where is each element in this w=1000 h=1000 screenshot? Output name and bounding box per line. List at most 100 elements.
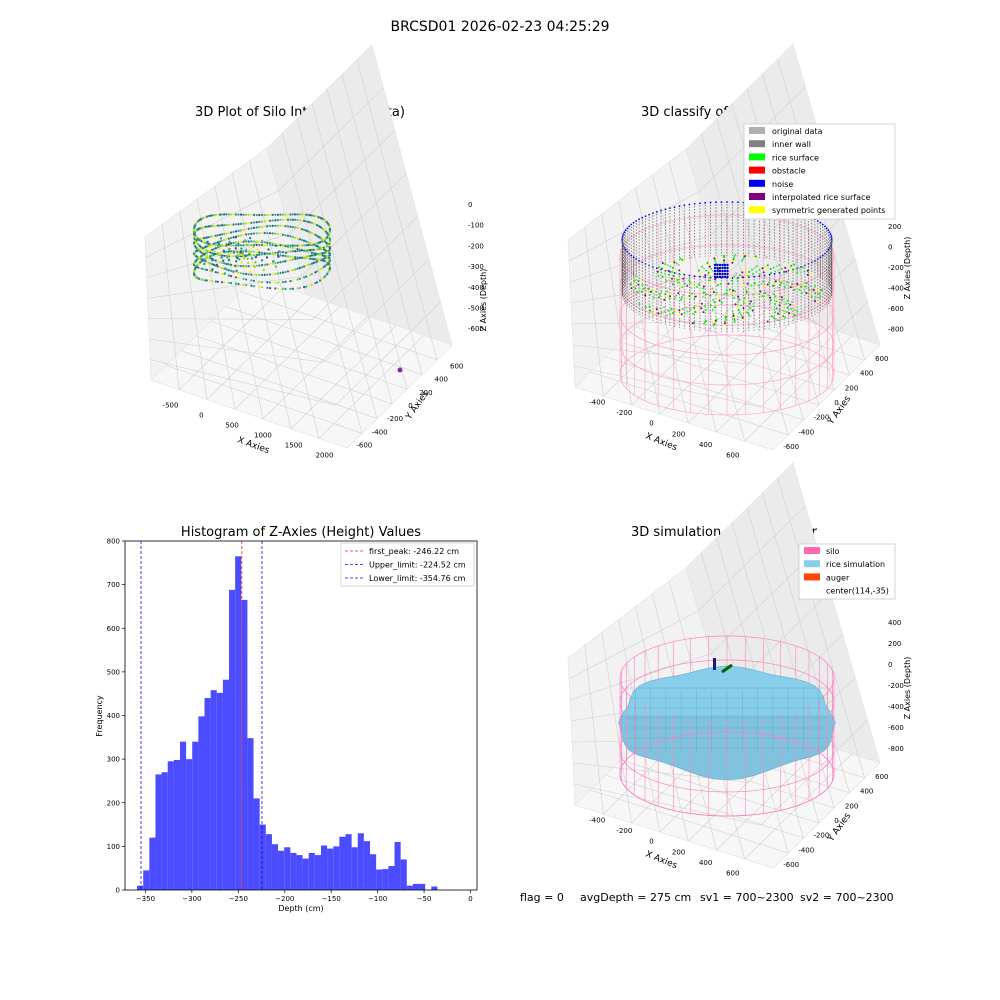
raw-plot-point: [223, 238, 226, 242]
classify-plot-surface-point: [740, 315, 743, 318]
classify-plot-noise-point: [778, 272, 781, 274]
classify-plot-noise-point: [827, 248, 830, 251]
classify-plot-noise-point: [630, 223, 633, 226]
raw-plot-point: [310, 257, 313, 260]
raw-plot-point: [197, 277, 200, 280]
classify-plot-noise-point: [824, 225, 826, 228]
raw-plot-point: [239, 213, 243, 216]
raw-plot-point: [250, 284, 253, 287]
raw-plot-point: [263, 213, 266, 217]
raw-plot-point: [250, 244, 253, 247]
raw-plot-point: [247, 222, 250, 225]
raw-plot-point: [212, 263, 215, 266]
raw-plot-point: [296, 256, 299, 259]
raw-plot-point: [266, 213, 269, 217]
raw-plot-point: [279, 243, 282, 247]
raw-plot-point: [286, 213, 290, 216]
simulation-plot-x-tick: -400: [589, 817, 605, 825]
classify-plot-grid-line: [603, 290, 711, 397]
raw-plot-point: [230, 223, 233, 226]
classify-plot-z-ticks: 200 0 -200 -400 -600 -800: [888, 223, 904, 334]
classify-plot-x-tick: 0: [649, 420, 653, 428]
raw-plot-point: [252, 254, 256, 257]
raw-plot-point: [200, 256, 203, 260]
classify-plot-surface-point: [671, 283, 674, 286]
classify-plot-surface-point: [723, 293, 726, 296]
classify-plot-legend-swatch: [749, 166, 765, 174]
raw-plot-point: [274, 224, 277, 227]
classify-plot-legend-swatch: [749, 127, 765, 134]
histogram-y-tick-label: 400: [107, 712, 120, 720]
classify-plot-noise-point: [726, 201, 728, 203]
classify-plot-surface-point: [680, 298, 683, 301]
raw-plot-point: [271, 253, 274, 256]
simulation-plot-grid-line: [716, 744, 824, 851]
histogram-y-tick-label: 500: [107, 668, 120, 676]
raw-plot-point: [328, 253, 331, 256]
classify-plot-surface-point: [809, 292, 812, 295]
classify-plot-surface-point: [789, 303, 792, 306]
classify-plot-surface-point: [779, 308, 782, 311]
raw-plot-point: [247, 213, 250, 216]
raw-plot-outlier-point: [397, 367, 403, 373]
classify-plot-surface-point: [806, 269, 809, 272]
raw-plot-point: [242, 222, 245, 225]
raw-plot-point: [268, 224, 272, 228]
raw-plot-point: [310, 254, 313, 257]
classify-plot-z-tick: -400: [888, 285, 904, 293]
raw-plot-point: [298, 286, 301, 290]
classify-plot-surface-point: [708, 277, 711, 279]
histogram-bar: [173, 760, 180, 890]
classify-plot-surface-point: [733, 296, 736, 299]
classify-plot-noise-point: [721, 272, 724, 276]
classify-plot-noise-point: [693, 275, 696, 277]
raw-plot-point: [255, 232, 258, 235]
histogram-bar: [357, 833, 364, 890]
classify-plot-surface-point: [743, 256, 745, 259]
raw-plot-point: [312, 222, 315, 225]
histogram-bar: [179, 741, 187, 890]
raw-plot-point: [216, 265, 219, 268]
classify-plot-surface-point: [693, 297, 696, 300]
raw-plot-point: [252, 226, 256, 229]
raw-plot-point: [243, 266, 246, 269]
histogram-y-label: Frequency: [95, 695, 104, 737]
raw-plot-point: [271, 213, 274, 216]
raw-plot-point: [312, 243, 315, 246]
raw-plot-point: [209, 214, 212, 217]
raw-plot-point: [281, 254, 285, 257]
raw-plot-point: [276, 232, 279, 236]
classify-plot-surface-point: [713, 306, 716, 309]
raw-plot-point: [211, 259, 214, 262]
classify-plot-noise-point: [726, 275, 729, 279]
classify-plot-surface-point: [724, 320, 727, 323]
classify-plot-noise-point: [713, 275, 717, 279]
raw-plot-point: [289, 213, 292, 216]
raw-plot-point: [230, 213, 233, 216]
raw-plot-point: [232, 230, 235, 233]
classify-plot-surface-point: [770, 315, 773, 318]
raw-plot-point: [305, 255, 308, 258]
classify-plot-surface-point: [731, 310, 734, 313]
raw-plot-point: [220, 213, 224, 216]
classify-plot-surface-point: [715, 303, 718, 306]
raw-plot-point: [258, 232, 261, 235]
raw-plot-point: [286, 250, 290, 253]
classify-plot-surface-point: [817, 300, 820, 303]
classify-plot-surface-point: [655, 290, 657, 293]
raw-plot-point: [284, 234, 287, 237]
raw-plot-point: [276, 224, 279, 227]
raw-plot-point: [223, 224, 226, 227]
raw-plot-point: [305, 250, 308, 253]
classify-plot-surface-point: [752, 305, 755, 308]
raw-plot-point: [230, 269, 233, 272]
raw-plot-point: [216, 246, 219, 249]
raw-plot-point: [276, 287, 279, 290]
raw-plot-point: [309, 231, 312, 234]
raw-plot-grid-line: [290, 325, 397, 429]
classify-plot-noise-point: [648, 213, 650, 216]
raw-plot-point: [289, 280, 292, 283]
raw-plot-point: [239, 251, 242, 254]
classify-plot-legend-label: rice surface: [772, 153, 819, 162]
